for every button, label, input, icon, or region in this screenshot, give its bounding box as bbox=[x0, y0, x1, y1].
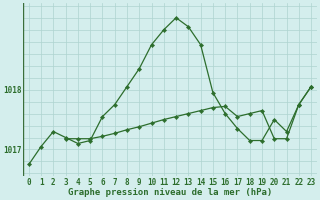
X-axis label: Graphe pression niveau de la mer (hPa): Graphe pression niveau de la mer (hPa) bbox=[68, 188, 272, 197]
